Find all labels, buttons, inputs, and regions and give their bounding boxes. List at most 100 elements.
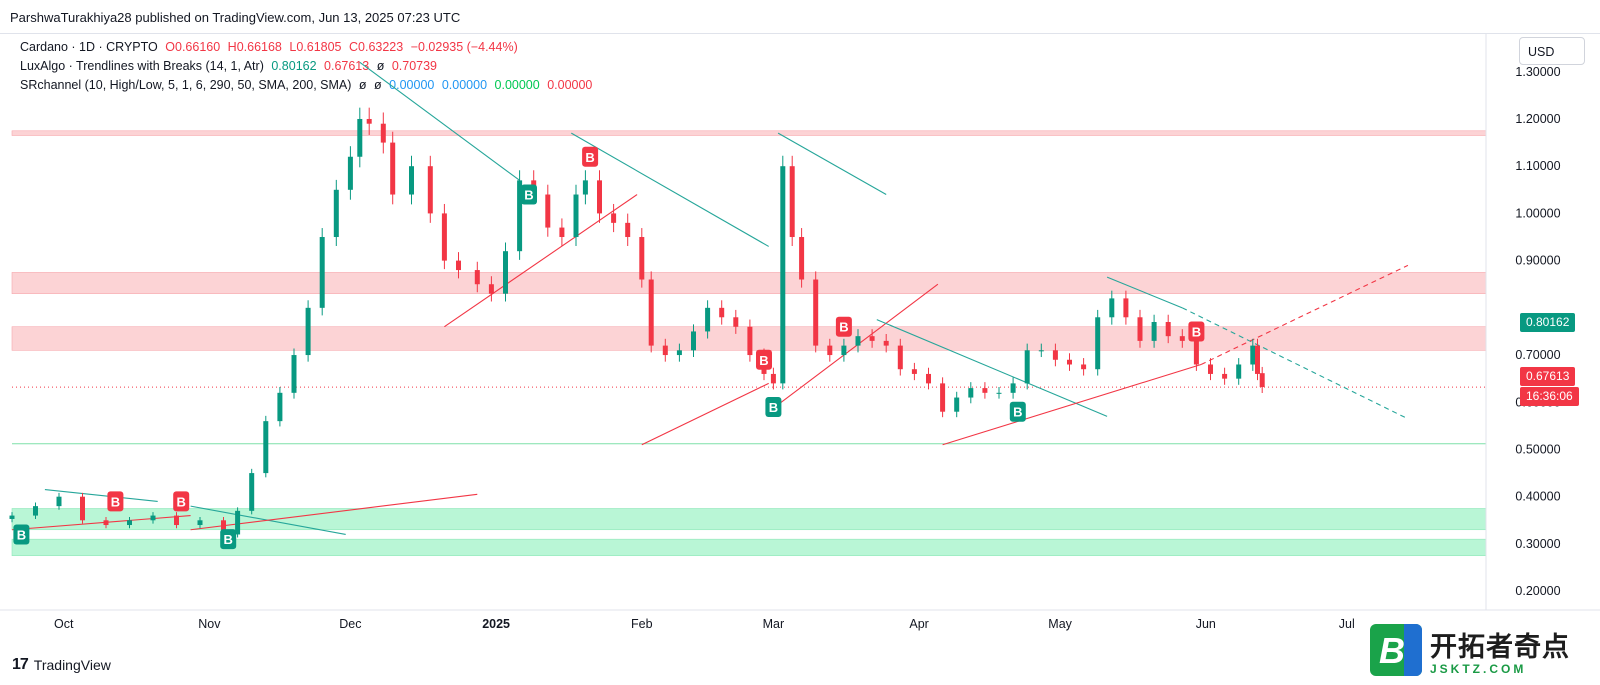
candle-up bbox=[517, 180, 523, 252]
breakout-marker bbox=[582, 146, 599, 167]
candle-up bbox=[1250, 345, 1256, 365]
price-tick-label: 0.90000 bbox=[1515, 254, 1560, 268]
legend-srchannel-row[interactable]: SRchannel (10, High/Low, 5, 1, 6, 290, 5… bbox=[20, 78, 596, 92]
price-tick-label: 0.30000 bbox=[1515, 537, 1560, 551]
price-tick-label: 0.40000 bbox=[1515, 490, 1560, 504]
trendline-red bbox=[768, 283, 939, 413]
breakout-marker bbox=[1009, 401, 1026, 422]
price-tick-label: 0.50000 bbox=[1515, 442, 1560, 456]
resistance-zone bbox=[11, 272, 1487, 294]
time-tick-label: Oct bbox=[54, 617, 74, 631]
trendline-teal bbox=[44, 489, 158, 502]
candle-up bbox=[855, 336, 861, 346]
price-tick-label: 1.10000 bbox=[1515, 159, 1560, 173]
breakout-marker-label: B bbox=[1192, 324, 1201, 339]
candle-up bbox=[780, 166, 786, 384]
time-tick-label: Dec bbox=[339, 617, 361, 631]
trendline-red bbox=[444, 194, 638, 328]
price-tick-label: 1.20000 bbox=[1515, 112, 1560, 126]
candle-down bbox=[1193, 340, 1199, 365]
candle-down bbox=[380, 123, 386, 143]
trendline-teal bbox=[359, 61, 520, 181]
luxalgo-sep: ø bbox=[376, 59, 385, 73]
candle-up bbox=[968, 388, 974, 398]
srchannel-value-1: 0.00000 bbox=[389, 78, 435, 92]
grid bbox=[0, 34, 1600, 611]
price-axis: 1.30000 1.20000 1.10000 1.00000 0.90000 0.700… bbox=[1515, 65, 1560, 598]
candle-down bbox=[1123, 298, 1129, 318]
trendline-red bbox=[641, 382, 769, 446]
breakout-marker bbox=[835, 316, 852, 337]
trendline-red bbox=[11, 515, 191, 531]
breakout-marker bbox=[1188, 321, 1205, 342]
watermark-subtitle: JSKTZ.COM bbox=[1430, 661, 1527, 676]
candle-down bbox=[559, 227, 565, 238]
candle-down bbox=[733, 317, 739, 327]
tradingview-brand[interactable]: 17 TradingView bbox=[12, 656, 111, 674]
ohlc-low: L0.61805 bbox=[289, 40, 342, 54]
candle-down bbox=[80, 496, 85, 521]
srchannel-value-2: 0.00000 bbox=[441, 78, 488, 92]
candle-down bbox=[545, 194, 551, 228]
srchannel-label: SRchannel (10, High/Low, 5, 1, 6, 290, 5… bbox=[20, 78, 352, 92]
trendlines bbox=[11, 61, 1409, 536]
trendline-red_dash bbox=[1200, 264, 1409, 365]
currency-selector[interactable]: USD bbox=[1519, 37, 1585, 65]
candle-down bbox=[625, 222, 631, 238]
luxalgo-value-1: 0.80162 bbox=[271, 59, 317, 73]
time-tick-label: 2025 bbox=[482, 617, 510, 631]
price-tag-countdown: 16:36:06 bbox=[1520, 387, 1579, 406]
trendline-teal bbox=[876, 319, 1108, 417]
candle-down bbox=[597, 180, 602, 214]
price-tick-label: 1.00000 bbox=[1515, 206, 1560, 220]
price-tag-current: 0.67613 bbox=[1520, 367, 1576, 386]
candle-up bbox=[1151, 322, 1157, 341]
candle-up bbox=[691, 331, 696, 351]
luxalgo-label: LuxAlgo · Trendlines with Breaks (14, 1,… bbox=[20, 59, 264, 73]
candle-up bbox=[277, 392, 283, 422]
published-text: ParshwaTurakhiya28 published on TradingV… bbox=[10, 10, 461, 25]
candle-up bbox=[841, 345, 847, 356]
candle-down bbox=[1222, 373, 1228, 379]
candle-down bbox=[1165, 322, 1171, 337]
candle-up bbox=[676, 350, 682, 356]
srchannel-sep-1: ø bbox=[358, 78, 367, 92]
trendline-red bbox=[942, 363, 1202, 446]
trendline-teal bbox=[1106, 276, 1183, 309]
tradingview-wordmark: TradingView bbox=[33, 657, 111, 673]
time-tick-label: Apr bbox=[909, 617, 928, 631]
trendline-teal bbox=[777, 132, 887, 196]
breakout-marker bbox=[13, 524, 30, 545]
resistance-zone bbox=[11, 130, 1487, 136]
candle-up bbox=[1095, 317, 1101, 370]
candle-up bbox=[150, 515, 156, 521]
time-tick-label: May bbox=[1048, 617, 1072, 631]
candle-up bbox=[9, 515, 15, 519]
legend-luxalgo-row[interactable]: LuxAlgo · Trendlines with Breaks (14, 1,… bbox=[20, 59, 441, 73]
breakout-marker bbox=[756, 349, 772, 370]
price-chart[interactable]: B B B B B B B B B B B 1.30000 1.20000 1.10000 1.00000… bbox=[0, 34, 1600, 634]
luxalgo-value-2: 0.67613 bbox=[324, 59, 370, 73]
candle-up bbox=[305, 307, 311, 356]
candle-down bbox=[789, 166, 795, 238]
legend-symbol-row: Cardano · 1D · CRYPTO O0.66160 H0.66168 … bbox=[20, 40, 522, 54]
trendline-teal bbox=[571, 132, 769, 247]
candle-up bbox=[1010, 383, 1016, 393]
candle-down bbox=[1259, 373, 1265, 388]
breakout-marker-label: B bbox=[1013, 405, 1022, 420]
candle-down bbox=[441, 213, 447, 261]
candle-up bbox=[33, 506, 38, 516]
candle-down bbox=[427, 166, 433, 214]
candle-up bbox=[705, 307, 711, 332]
srchannel-value-3: 0.00000 bbox=[494, 78, 540, 92]
candle-down bbox=[982, 388, 988, 393]
candle-down bbox=[883, 340, 889, 346]
candle-up bbox=[996, 392, 1002, 394]
symbol-name[interactable]: Cardano · 1D · CRYPTO bbox=[20, 40, 158, 54]
watermark-logo-icon: B bbox=[1370, 624, 1422, 676]
breakout-marker-label: B bbox=[224, 532, 233, 547]
site-watermark: B 开拓者奇点 JSKTZ.COM bbox=[1370, 624, 1570, 676]
support-zone bbox=[11, 508, 1487, 531]
candle-down bbox=[1052, 350, 1058, 360]
time-tick-label: Jun bbox=[1196, 617, 1216, 631]
